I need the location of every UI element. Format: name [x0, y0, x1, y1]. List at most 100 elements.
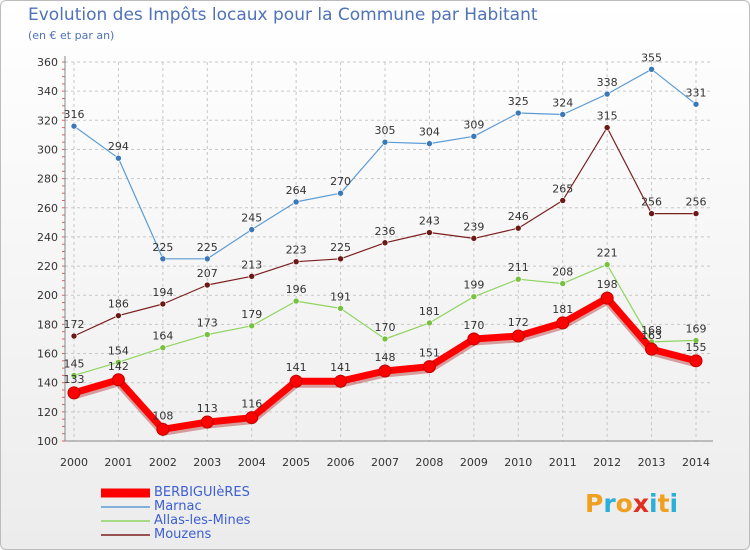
data-point	[470, 133, 478, 140]
x-tick-label: 2008	[415, 456, 443, 469]
data-label: 148	[375, 351, 396, 364]
y-tick-label: 200	[37, 289, 58, 302]
data-label: 172	[508, 316, 529, 329]
x-tick-label: 2005	[282, 456, 310, 469]
x-tick-label: 2004	[238, 456, 266, 469]
chart-subtitle: (en € et par an)	[28, 29, 115, 42]
x-tick-label: 2009	[460, 456, 488, 469]
data-label: 309	[463, 118, 484, 131]
data-label: 243	[419, 215, 440, 228]
data-point	[159, 300, 167, 308]
data-point	[245, 411, 259, 425]
data-point	[67, 386, 81, 400]
logo-letter: x	[632, 489, 649, 518]
data-label: 225	[152, 241, 173, 254]
data-point	[203, 255, 211, 263]
data-label: 194	[152, 286, 173, 299]
data-point	[70, 372, 78, 379]
y-tick-label: 140	[37, 377, 58, 390]
data-label: 113	[197, 402, 218, 415]
logo-letter: o	[615, 489, 633, 518]
data-point	[559, 111, 567, 118]
axes: 100 120 140 160 180 200 220 240 260 280 300 320 340 3…	[37, 56, 713, 469]
data-label: 191	[330, 290, 351, 303]
data-label: 325	[508, 95, 529, 108]
data-label: 154	[108, 344, 129, 357]
labels-layer: 316 294 225 225 245 264 270 305 304 309 325 324 338 3…	[64, 51, 707, 422]
y-tick-label: 300	[37, 143, 58, 156]
data-point	[603, 124, 611, 131]
data-label: 331	[686, 86, 707, 99]
data-label: 170	[463, 319, 484, 332]
data-label: 239	[463, 220, 484, 233]
data-label: 172	[64, 318, 85, 331]
data-point	[70, 332, 78, 340]
data-point	[600, 291, 614, 305]
data-label: 151	[419, 347, 440, 360]
data-label: 264	[286, 184, 307, 197]
data-label: 173	[197, 317, 218, 330]
y-tick-label: 180	[37, 318, 58, 331]
data-point	[248, 272, 256, 280]
x-tick-label: 2003	[193, 456, 221, 469]
data-label: 265	[552, 182, 573, 195]
y-tick-label: 100	[37, 435, 58, 448]
data-label: 256	[641, 196, 662, 209]
data-label: 207	[197, 267, 218, 280]
data-label: 245	[241, 212, 262, 225]
data-point	[156, 422, 170, 436]
data-point	[689, 354, 703, 368]
legend-label: Marnac	[154, 499, 202, 514]
data-point	[559, 280, 567, 287]
x-tick-label: 2006	[327, 456, 355, 469]
x-tick-label: 2000	[60, 456, 88, 469]
logo-letter: r	[603, 489, 616, 518]
data-point	[381, 335, 389, 343]
data-point	[556, 316, 570, 330]
data-point	[559, 197, 567, 204]
data-point	[426, 229, 433, 236]
data-label: 141	[330, 361, 351, 374]
data-label: 305	[375, 124, 396, 137]
data-label: 169	[686, 322, 707, 335]
data-label: 181	[419, 305, 440, 318]
data-label: 294	[108, 140, 129, 153]
x-tick-label: 2011	[549, 456, 577, 469]
y-tick-label: 360	[37, 56, 58, 69]
data-point	[470, 293, 478, 300]
data-point	[645, 342, 659, 356]
data-label: 223	[286, 244, 307, 257]
data-label: 225	[330, 241, 351, 254]
data-point	[115, 154, 122, 162]
data-label: 221	[597, 247, 618, 260]
y-tick-label: 280	[37, 173, 58, 186]
data-point	[292, 258, 300, 266]
data-label: 186	[108, 298, 129, 311]
logo-letter: P	[585, 489, 604, 518]
data-point	[422, 360, 436, 374]
legend-label: Mouzens	[154, 527, 212, 542]
data-point	[381, 138, 389, 146]
x-tick-label: 2002	[149, 456, 177, 469]
series-layer	[67, 65, 703, 436]
logo-letter: t	[657, 489, 670, 518]
data-point	[200, 415, 214, 429]
data-point	[159, 255, 167, 263]
data-point	[337, 255, 344, 263]
legend-swatches	[101, 488, 150, 536]
y-tick-label: 260	[37, 202, 58, 215]
data-label: 179	[241, 308, 262, 321]
legend-label: BERBIGUIèRES	[154, 485, 250, 500]
data-label: 315	[597, 110, 618, 123]
data-label: 133	[64, 373, 85, 386]
x-tick-label: 2010	[504, 456, 532, 469]
data-label: 108	[152, 409, 173, 422]
data-label: 198	[597, 278, 618, 291]
proxiti-logo: Proxiti	[585, 489, 678, 518]
data-point	[70, 122, 78, 130]
data-label: 181	[552, 303, 573, 316]
logo-letter: i	[669, 489, 679, 518]
data-point	[426, 319, 433, 327]
